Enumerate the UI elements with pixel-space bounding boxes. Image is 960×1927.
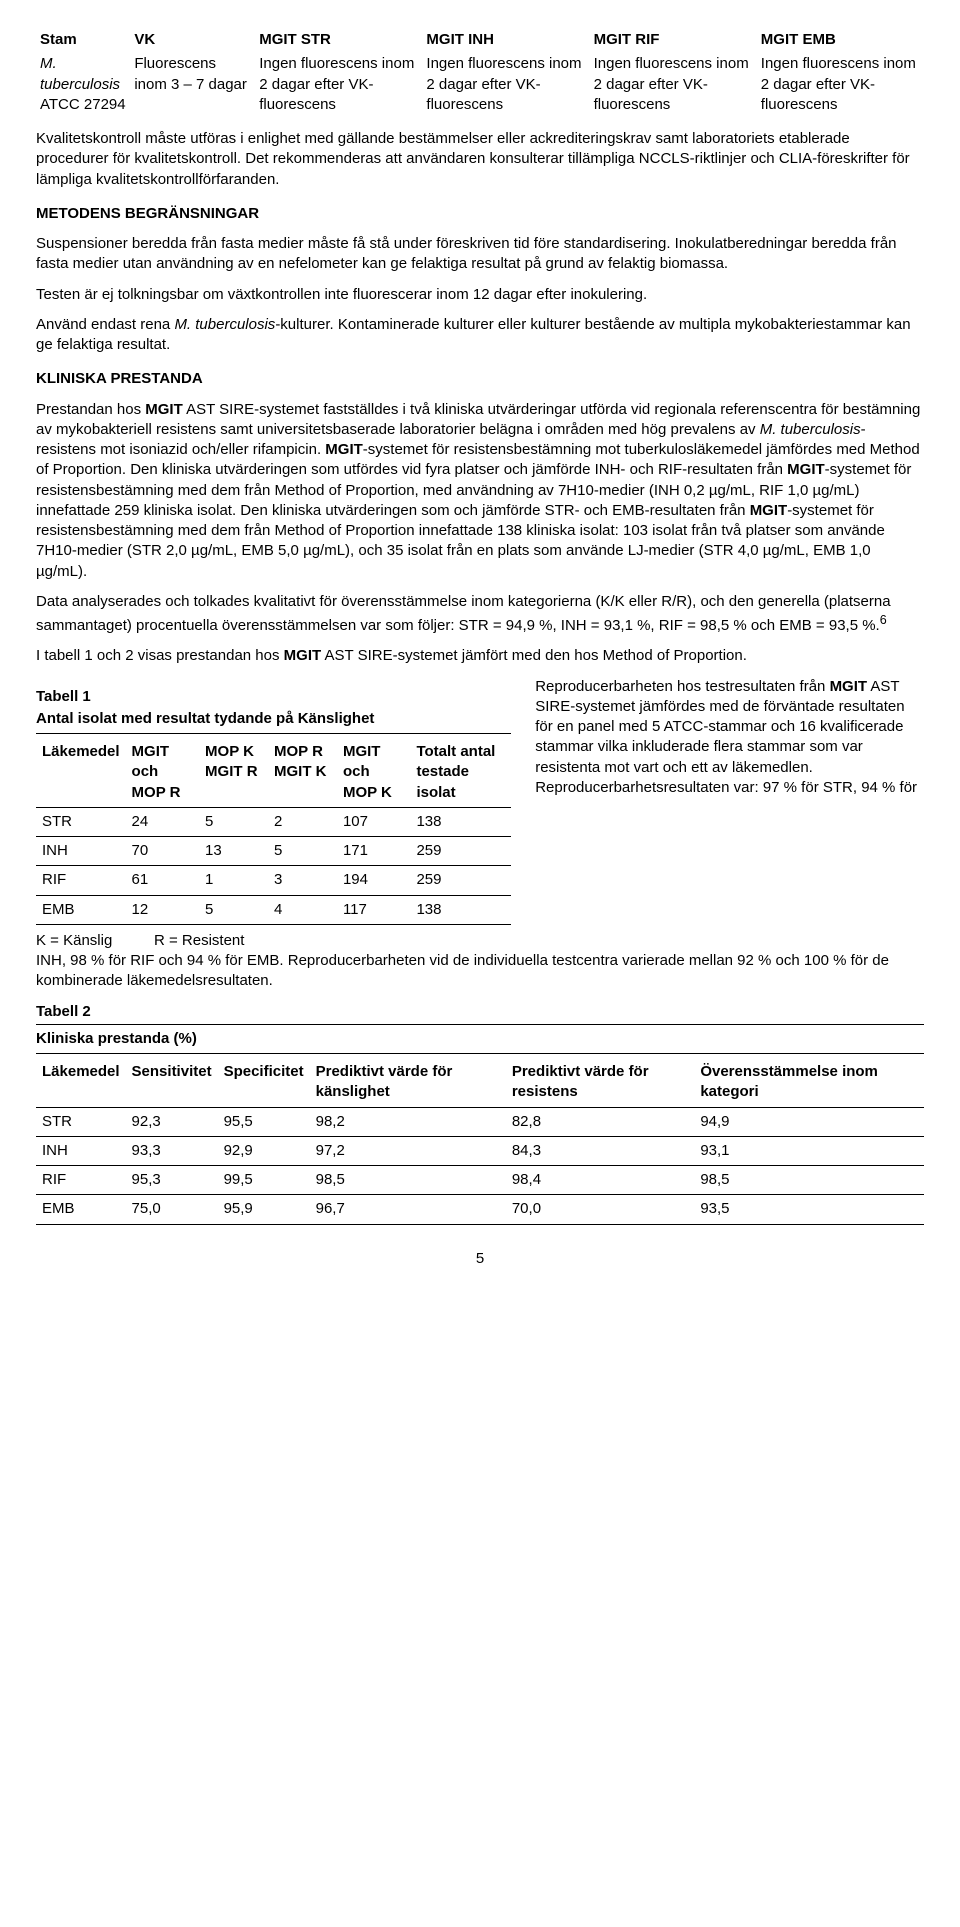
para-limits-3: Använd endast rena M. tuberculosis-kultu… [36, 315, 924, 356]
qc-emb: Ingen fluorescens inom 2 dagar efter VK-… [757, 52, 924, 119]
tabell2-subtitle: Kliniska prestanda (%) [36, 1024, 924, 1054]
qc-stam: M. tuberculosisATCC 27294 [36, 52, 130, 119]
para-limits-1: Suspensioner beredda från fasta medier m… [36, 234, 924, 275]
table-row: STR2452107138 [36, 807, 511, 836]
table-row: INH93,392,997,284,393,1 [36, 1136, 924, 1165]
qc-table: Stam VK MGIT STR MGIT INH MGIT RIF MGIT … [36, 28, 924, 119]
tabell1-label: Tabell 1 [36, 687, 511, 707]
qc-h-inh: MGIT INH [422, 28, 589, 52]
table-row: RIF6113194259 [36, 866, 511, 895]
tabell1-footnote: K = Känslig R = Resistent [36, 931, 511, 951]
qc-str: Ingen fluorescens inom 2 dagar efter VK-… [255, 52, 422, 119]
qc-rif: Ingen fluorescens inom 2 dagar efter VK-… [590, 52, 757, 119]
tabell2-label: Tabell 2 [36, 1002, 924, 1022]
table-row: EMB1254117138 [36, 895, 511, 924]
tabell2: Läkemedel Sensitivitet Specificitet Pred… [36, 1058, 924, 1225]
qc-h-rif: MGIT RIF [590, 28, 757, 52]
tabell1: Läkemedel MGIT och MOP R MOP K MGIT R MO… [36, 738, 511, 925]
para-clinical-2: Data analyserades och tolkades kvalitati… [36, 592, 924, 637]
para-clinical-1: Prestandan hos MGIT AST SIRE-systemet fa… [36, 400, 924, 582]
para-qc: Kvalitetskontroll måste utföras i enligh… [36, 129, 924, 190]
tabell1-subtitle: Antal isolat med resultat tydande på Kän… [36, 709, 511, 734]
table-row: STR92,395,598,282,894,9 [36, 1107, 924, 1136]
table-row: EMB75,095,996,770,093,5 [36, 1195, 924, 1224]
para-clinical-3: I tabell 1 och 2 visas prestandan hos MG… [36, 646, 924, 666]
table-row: INH70135171259 [36, 837, 511, 866]
qc-h-stam: Stam [36, 28, 130, 52]
qc-inh: Ingen fluorescens inom 2 dagar efter VK-… [422, 52, 589, 119]
qc-vk: Fluorescens inom 3 – 7 dagar [130, 52, 255, 119]
tabell1-row: Tabell 1 Antal isolat med resultat tydan… [36, 677, 924, 952]
qc-h-str: MGIT STR [255, 28, 422, 52]
section-title-clinical: KLINISKA PRESTANDA [36, 369, 924, 389]
table-row: RIF95,399,598,598,498,5 [36, 1166, 924, 1195]
repro-tail: INH, 98 % för RIF och 94 % för EMB. Repr… [36, 951, 924, 992]
repro-text: Reproducerbarheten hos testresultaten fr… [535, 677, 924, 799]
qc-h-emb: MGIT EMB [757, 28, 924, 52]
qc-h-vk: VK [130, 28, 255, 52]
page-number: 5 [36, 1249, 924, 1269]
para-limits-2: Testen är ej tolkningsbar om växtkontrol… [36, 285, 924, 305]
section-title-limits: METODENS BEGRÄNSNINGAR [36, 204, 924, 224]
